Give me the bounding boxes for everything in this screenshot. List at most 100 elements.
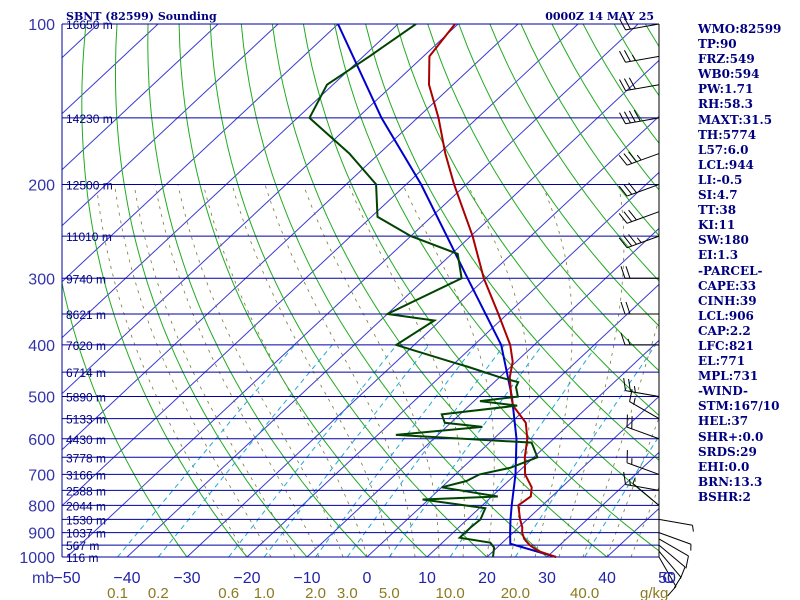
barb-flag [623,378,627,391]
height-label: 7620 m [66,339,106,353]
mixing-ratio-tick-label: 2.0 [305,585,326,600]
barb-shaft [626,235,660,249]
moist-adiabat [402,184,495,558]
barb-shaft [658,556,677,587]
barb-shaft [625,390,660,398]
index-item: EL:771 [698,354,746,369]
isotherm-line [62,24,579,507]
index-item: MAXT:31.5 [698,112,773,127]
temperature-curve [427,24,557,558]
barb-flag [618,185,628,197]
index-item: MPL:731 [698,369,759,384]
height-label: 5890 m [66,391,106,405]
wind-barb [626,414,660,440]
index-item: EHI:0.0 [698,459,750,474]
barb-shaft [632,483,660,506]
height-label: 11010 m [66,230,112,244]
barb-flag [619,50,626,63]
temperature-tick-label: −10 [293,570,320,587]
time-title: 0000Z 14 MAY 25 [545,10,654,23]
barb-flag [623,471,627,485]
height-label: 8621 m [66,308,106,322]
moist-adiabat [348,184,465,558]
barb-half-flag [691,525,694,532]
index-item: PW:1.71 [698,82,754,97]
barb-shaft [658,550,682,578]
index-item: HEL:37 [698,414,749,429]
temperature-tick-label: 50 [658,570,676,587]
wind-barb [658,518,694,532]
indices-panel: WMO:82599 TP:90 FRZ:549 WB0:594 PW:1.71 RH:58… [698,22,800,505]
isotherm-line [486,395,659,558]
wind-barb [619,17,660,31]
index-item: L57:6.0 [698,142,749,157]
index-item: TT:38 [698,203,737,218]
barb-flag [623,78,631,91]
isotherm-line [66,24,639,558]
temperature-tick-label: −40 [113,570,140,587]
moist-adiabat [467,184,531,558]
barb-flag [628,151,637,163]
barb-flag [619,112,626,124]
wind-barb [619,109,660,125]
height-label: 1037 m [66,527,106,541]
barb-shaft [658,544,686,568]
pressure-label: 100 [28,17,55,34]
height-label: 16650 m [66,18,113,32]
index-item: LI:-0.5 [698,172,743,187]
barb-flag [625,266,631,279]
barb-flag [618,213,628,224]
height-label: 14230 m [66,112,113,126]
barb-flag [623,235,633,247]
isotherm-line [62,24,519,451]
barb-flag [623,17,631,30]
isotherm-line [62,24,339,283]
index-item: TH:5774 [698,127,757,142]
mixing-ratio-tick-label: 1.0 [254,585,275,600]
sounding-profiles [308,24,557,558]
wind-barb [618,151,660,166]
temperature-tick-label: −20 [233,570,260,587]
moist-adiabat [231,184,392,558]
height-label: 12500 m [66,178,113,192]
index-item: LCL:906 [698,308,754,323]
wind-barb [619,77,660,92]
isotherm-line [186,115,659,558]
mixing-ratio-tick-label: 0.1 [107,585,128,600]
index-item: CAPE:33 [698,278,757,293]
barb-flag [625,301,631,315]
wind-barb [620,332,659,346]
isobars [61,23,659,558]
wind-barb [626,450,660,475]
index-item: CINH:39 [698,293,757,308]
mixing-ratio-tick-label: 3.0 [337,585,358,600]
barb-flag [623,111,631,124]
barb-shaft [658,518,693,526]
barb-flag [628,234,637,245]
index-item: EI:1.3 [698,248,739,263]
moist-adiabat [582,317,659,558]
wind-barb [620,266,659,279]
barb-half-flag [629,479,631,486]
wind-barbs [618,17,694,597]
pressure-label: 300 [28,271,55,288]
isotherm-line [126,59,659,558]
wind-barb [658,538,689,569]
height-label: 9740 m [66,272,106,286]
height-label: 6714 m [66,366,106,380]
barb-half-flag [627,338,631,346]
index-item: BRN:13.3 [698,474,763,489]
temperature-tick-label: 30 [538,570,556,587]
barb-flag [628,378,631,392]
barb-flag [618,154,628,166]
index-item: -WIND- [698,384,748,399]
barb-flag [679,566,686,579]
isotherm-line [426,339,659,558]
pressure-label: 200 [28,177,55,194]
barb-flag [620,301,626,315]
index-item: BSHR:2 [698,489,751,504]
isotherm-line [62,24,219,171]
barb-shaft [658,532,692,545]
barb-flag [633,109,641,122]
barb-shaft [625,84,660,92]
